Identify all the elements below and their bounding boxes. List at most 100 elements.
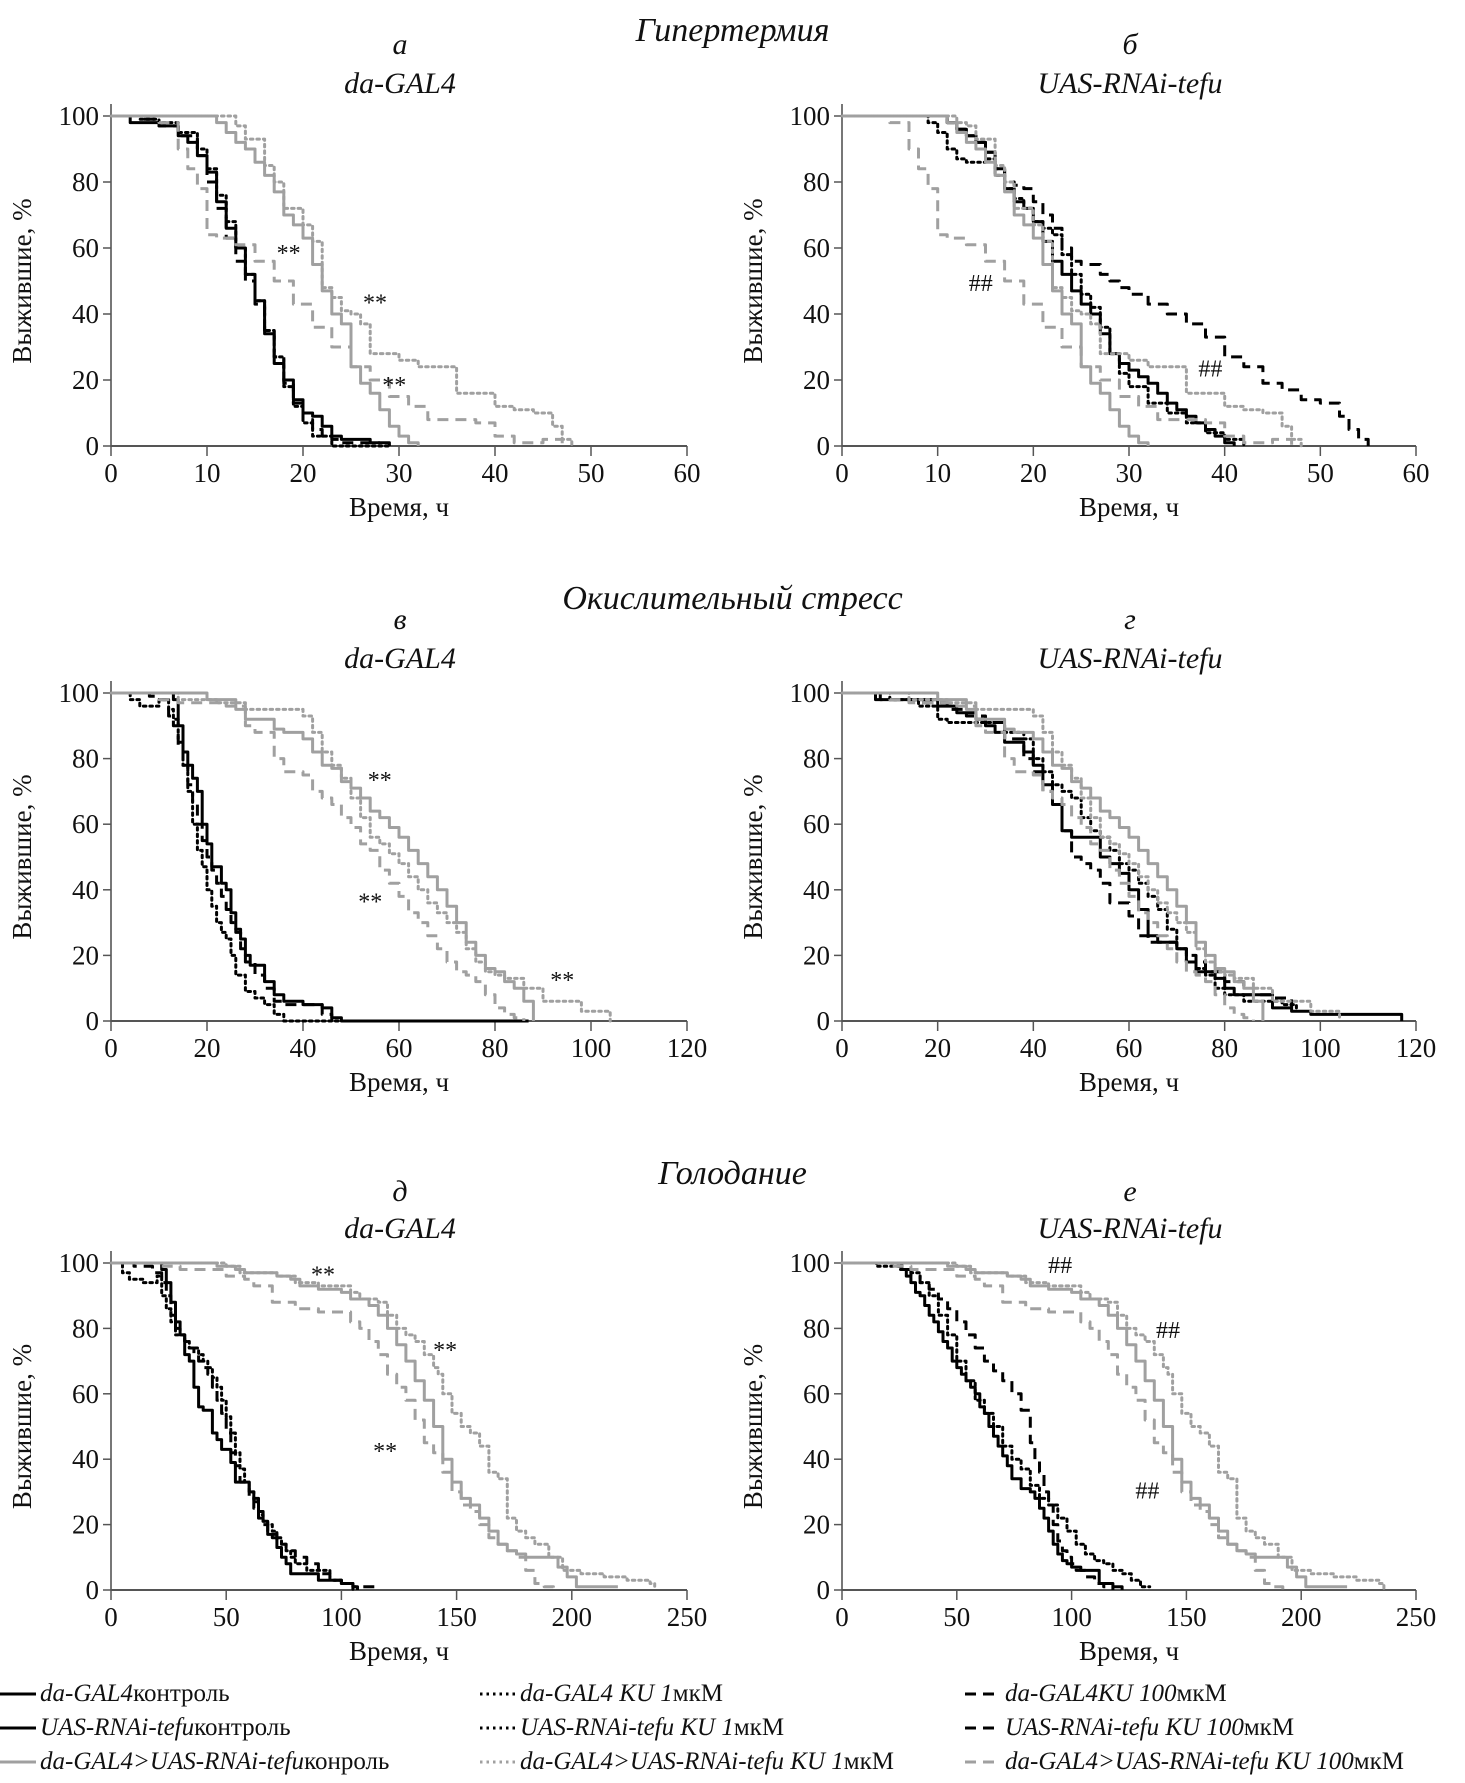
legend-label-unit: мкМ (1353, 1748, 1404, 1775)
series-line-cross_ku1 (109, 1261, 657, 1592)
panel-genotype-g: UAS-RNAi-tefu (1037, 642, 1223, 675)
x-tick-label: 50 (943, 1602, 970, 1632)
series-line-cross_ku1 (109, 114, 574, 448)
significance-annotation: ## (1198, 357, 1222, 383)
x-tick-label: 200 (1281, 1602, 1322, 1632)
significance-annotation: ** (277, 241, 301, 267)
legend-label-unit: мкМ (733, 1714, 785, 1741)
y-tick-label: 20 (803, 940, 830, 970)
legend-swatch (965, 1726, 1001, 1730)
significance-annotation: ** (358, 889, 382, 915)
x-tick-label: 40 (482, 458, 509, 488)
y-tick-label: 0 (86, 1006, 100, 1036)
x-axis-title: Время, ч (1079, 492, 1179, 522)
series-line-uas_control (842, 691, 1404, 1021)
series-line-uas_control (842, 114, 1236, 446)
legend-swatch (0, 1726, 36, 1730)
significance-annotation: ** (311, 1263, 335, 1289)
series-line-cross_ku100 (111, 691, 526, 1021)
x-tick-label: 200 (552, 1602, 593, 1632)
legend-label-unit: мкМ (1176, 1680, 1227, 1707)
x-tick-label: 50 (213, 1602, 240, 1632)
series-line-cross_control (842, 1261, 1348, 1589)
significance-annotation: ** (433, 1338, 457, 1364)
y-tick-label: 80 (72, 744, 99, 774)
legend-label-italic: da-GAL4>UAS-RNAi-tefu (40, 1748, 305, 1775)
series-line-cross_ku100 (842, 114, 1294, 446)
series-line-uas_ku1 (840, 114, 1246, 448)
x-tick-label: 250 (667, 1602, 708, 1632)
series-line-da_control (111, 114, 391, 446)
y-tick-label: 0 (817, 431, 831, 461)
x-tick-label: 60 (674, 458, 701, 488)
legend-swatch (480, 1760, 516, 1764)
series-line-da_ku100 (111, 1261, 376, 1589)
x-tick-label: 60 (386, 1033, 413, 1063)
x-tick-label: 40 (290, 1033, 317, 1063)
y-tick-label: 0 (86, 431, 100, 461)
legend-swatch (480, 1692, 516, 1696)
panel-letter-g: г (1124, 603, 1136, 636)
x-tick-label: 150 (1166, 1602, 1207, 1632)
series-line-da_control (111, 691, 529, 1023)
legend-label-italic: da-GAL4 (40, 1680, 134, 1707)
chart-panel-e: 0 20 40 60 80 100 0 50 100 150 200 250 Время, ч Выжив… (738, 1248, 1436, 1666)
series-line-cross_ku100 (842, 1261, 1285, 1590)
y-tick-label: 100 (790, 678, 831, 708)
x-tick-label: 80 (1211, 1033, 1238, 1063)
x-axis-title: Время, ч (1079, 1636, 1179, 1666)
x-tick-label: 0 (104, 1033, 118, 1063)
y-tick-label: 0 (86, 1575, 100, 1605)
legend-label-italic: UAS-RNAi-tefu KU 100 (1005, 1714, 1244, 1741)
x-tick-label: 100 (1300, 1033, 1341, 1063)
panel-genotype-v: da-GAL4 (344, 642, 456, 675)
x-tick-label: 60 (1116, 1033, 1143, 1063)
x-tick-label: 0 (104, 1602, 118, 1632)
x-tick-label: 10 (194, 458, 221, 488)
legend-item-uas_control: UAS-RNAi-tefu контроль (0, 1714, 291, 1742)
y-tick-label: 40 (72, 875, 99, 905)
x-tick-label: 150 (436, 1602, 477, 1632)
y-tick-label: 20 (72, 940, 99, 970)
panel-letter-e: е (1123, 1175, 1137, 1208)
legend-label-italic: da-GAL4>UAS-RNAi-tefu KU 1 (520, 1748, 844, 1775)
x-tick-label: 30 (1116, 458, 1143, 488)
series-line-cross_ku100 (111, 114, 564, 446)
y-tick-label: 80 (803, 744, 830, 774)
x-axis-title: Время, ч (349, 1067, 449, 1097)
y-tick-label: 40 (72, 299, 99, 329)
x-tick-label: 100 (1051, 1602, 1092, 1632)
series-line-cross_control (842, 114, 1150, 446)
x-axis-title: Время, ч (349, 1636, 449, 1666)
legend-label-unit: контроль (194, 1714, 291, 1741)
x-tick-label: 10 (924, 458, 951, 488)
y-tick-label: 20 (72, 1510, 99, 1540)
x-tick-label: 0 (104, 458, 118, 488)
y-axis-title: Выжившие, % (7, 774, 37, 939)
y-tick-label: 40 (803, 299, 830, 329)
legend-item-da_ku1: da-GAL4 KU 1 мкМ (480, 1680, 723, 1708)
x-tick-label: 60 (1403, 458, 1430, 488)
y-tick-label: 100 (59, 678, 100, 708)
series-line-da_ku100 (111, 114, 380, 445)
y-tick-label: 80 (803, 1313, 830, 1343)
y-tick-label: 80 (72, 167, 99, 197)
series-line-cross_ku100 (111, 1261, 555, 1590)
x-tick-label: 20 (1020, 458, 1047, 488)
series-line-cross_ku1 (109, 691, 612, 1023)
x-tick-label: 40 (1211, 458, 1238, 488)
y-axis-title: Выжившие, % (7, 1344, 37, 1509)
y-axis-title: Выжившие, % (7, 198, 37, 363)
y-tick-label: 100 (790, 1248, 831, 1278)
y-tick-label: 60 (72, 233, 99, 263)
series-line-uas_ku1 (840, 1261, 1152, 1589)
series-line-uas_ku100 (842, 114, 1370, 446)
series-line-uas_ku100 (842, 691, 1294, 1008)
series-line-da_ku100 (111, 691, 334, 1021)
series-line-cross_ku100 (842, 691, 1255, 1021)
legend-swatch (965, 1760, 1001, 1764)
legend-item-cross_control: da-GAL4>UAS-RNAi-tefu конроль (0, 1748, 389, 1776)
y-tick-label: 40 (803, 1444, 830, 1474)
legend-swatch (480, 1726, 516, 1730)
